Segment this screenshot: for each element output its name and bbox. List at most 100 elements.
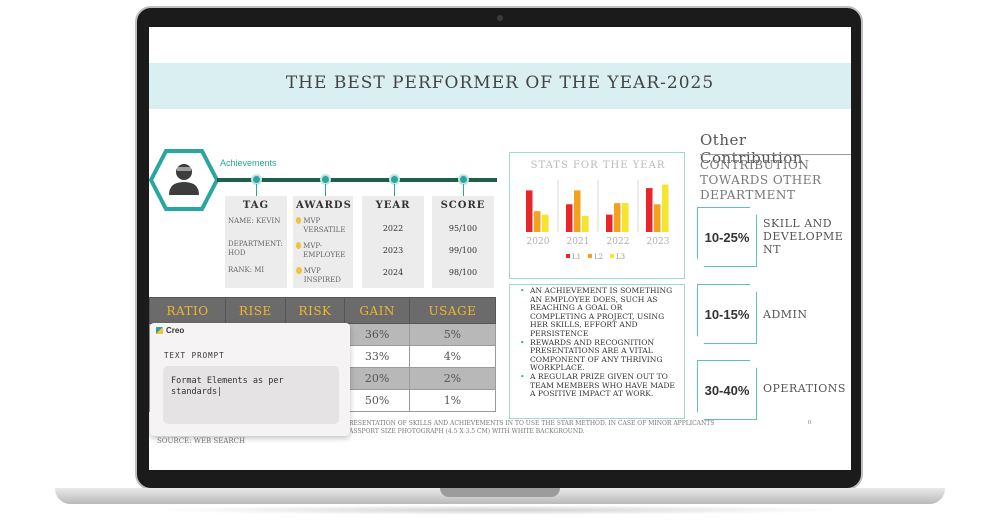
table-cell: 1% [408, 389, 497, 412]
bullets-card: AN ACHIEVEMENT IS SOMETHING AN EMPLOYEE … [509, 284, 685, 419]
pct-label-operations: OPERATIONS [763, 382, 846, 395]
score-3: 98/100 [448, 268, 478, 277]
year-card: YEAR 2022 2023 2024 [362, 196, 424, 288]
chart-bar [574, 190, 581, 232]
achievements-label: Achievements [220, 158, 277, 168]
table-header-row: RATIO RISE RISK GAIN USAGE [149, 297, 497, 324]
score-1: 95/100 [448, 224, 478, 233]
stats-chart: 2020 2021 2022 2023 L1 L2 L3 [526, 180, 670, 261]
chart-bar [646, 188, 653, 232]
other-title: Other Contribution [700, 131, 803, 167]
col-usage: USAGE [408, 297, 497, 324]
pct-label-skill: SKILL AND DEVELOPME NT [763, 217, 844, 256]
awards-head: AWARDS [296, 200, 352, 211]
col-ratio: RATIO [149, 297, 227, 324]
chart-bar [614, 203, 621, 232]
legend-label: L3 [616, 253, 625, 261]
stats-chart-card: STATS FOR THE YEAR 2020 2021 2022 2023 L1 L2 L… [509, 152, 685, 279]
prompt-label: TEXT PROMPT [164, 351, 225, 360]
tag-head: TAG [242, 200, 270, 211]
award-dot-icon [296, 242, 302, 249]
year-3: 2024 [382, 268, 404, 277]
chart-x-tick: 2022 [607, 237, 630, 247]
year-1: 2022 [382, 224, 404, 233]
score-2: 99/100 [448, 246, 478, 255]
footnote-zero: 0 [808, 420, 811, 426]
chart-bar [566, 204, 573, 232]
chart-bar [622, 203, 629, 232]
col-risk: RISK [284, 297, 346, 324]
table-cell: 2% [408, 367, 497, 390]
table-cell: 50% [344, 389, 410, 412]
chart-bar [534, 211, 541, 232]
footnote-line-2: ASSPORT SIZE PHOTOGRAPH (4.5 X 3.5 CM) W… [349, 428, 585, 435]
table-cell: 5% [408, 323, 497, 346]
bullet-item: AN ACHIEVEMENT IS SOMETHING AN EMPLOYEE … [520, 286, 680, 339]
col-gain: GAIN [344, 297, 410, 324]
source-note: SOURCE: WEB SEARCH [157, 437, 246, 445]
pct-box-operations: 30-40% [697, 360, 757, 420]
chart-bar [606, 214, 613, 232]
score-card: SCORE 95/100 99/100 98/100 [432, 196, 494, 288]
chart-bar [654, 204, 661, 232]
timeline-stem [394, 184, 395, 196]
score-head: SCORE [440, 200, 486, 211]
chart-bar [662, 184, 669, 232]
year-head: YEAR [375, 200, 411, 211]
timeline-stem [463, 184, 464, 196]
table-cell: 20% [344, 367, 410, 390]
pct-label-admin: ADMIN [763, 308, 808, 321]
tag-name: NAME: KEVIN [228, 217, 281, 225]
legend-label: L2 [594, 253, 603, 261]
awards-card: AWARDS MVP VERSATILE MVP- EMPLOYEE MVP I… [293, 196, 353, 288]
chart-bar [582, 215, 589, 232]
timeline-line [217, 178, 497, 182]
table-cell: 36% [344, 323, 410, 346]
legend-swatch [566, 254, 570, 258]
award-3: MVP INSPIRED [303, 267, 341, 284]
year-2: 2023 [382, 246, 404, 255]
table-cell: 4% [408, 345, 497, 368]
user-icon [169, 164, 199, 195]
table-cell: 33% [344, 345, 410, 368]
pct-box-skill: 10-25% [697, 207, 757, 267]
laptop-shadow [150, 505, 850, 515]
pct-box-admin: 10-15% [697, 284, 757, 344]
timeline-stem [325, 184, 326, 196]
award-1: MVP VERSATILE [303, 217, 346, 234]
col-rise: RISE [225, 297, 286, 324]
footnote-line-1: RESENTATION OF SKILLS AND ACHIEVEMENTS I… [349, 420, 715, 427]
tag-rank: RANK: MI [228, 266, 265, 274]
laptop-notch [440, 488, 560, 497]
prompt-input[interactable]: Format Elements as per standards| [163, 366, 339, 424]
award-dot-icon [296, 217, 302, 224]
award-dot-icon [296, 267, 302, 274]
chart-bar [526, 190, 533, 232]
award-2: MVP- EMPLOYEE [303, 242, 346, 259]
legend-swatch [610, 254, 614, 258]
avatar [149, 149, 219, 211]
creo-logo-icon [156, 326, 163, 334]
bullet-item: A REGULAR PRIZE GIVEN OUT TO TEAM MEMBER… [520, 372, 680, 399]
slide-screen: THE BEST PERFORMER OF THE YEAR-2025 Achi… [149, 27, 851, 470]
camera-icon [497, 15, 503, 21]
legend-swatch [588, 254, 592, 258]
title-band [149, 63, 851, 109]
chart-x-tick: 2021 [567, 237, 590, 247]
legend-label: L1 [572, 253, 581, 261]
slide-title: THE BEST PERFORMER OF THE YEAR-2025 [285, 73, 715, 93]
other-divider [700, 154, 851, 155]
chart-title: STATS FOR THE YEAR [530, 160, 666, 171]
timeline-stem [256, 184, 257, 196]
text-prompt-panel[interactable]: Creo TEXT PROMPT Format Elements as per … [150, 323, 350, 436]
prompt-header: Creo [150, 323, 350, 337]
prompt-brand: Creo [166, 325, 185, 335]
chart-bar [542, 214, 549, 232]
chart-x-tick: 2020 [527, 237, 550, 247]
tag-department: DEPARTMENT: HOD [228, 240, 283, 257]
tag-card: TAG NAME: KEVIN DEPARTMENT: HOD RANK: MI [225, 196, 287, 288]
other-subtitle: CONTRIBUTION TOWARDS OTHER DEPARTMENT [700, 158, 822, 202]
bullet-item: REWARDS AND RECOGNITION PRESENTATIONS AR… [520, 338, 680, 373]
chart-x-tick: 2023 [647, 237, 670, 247]
